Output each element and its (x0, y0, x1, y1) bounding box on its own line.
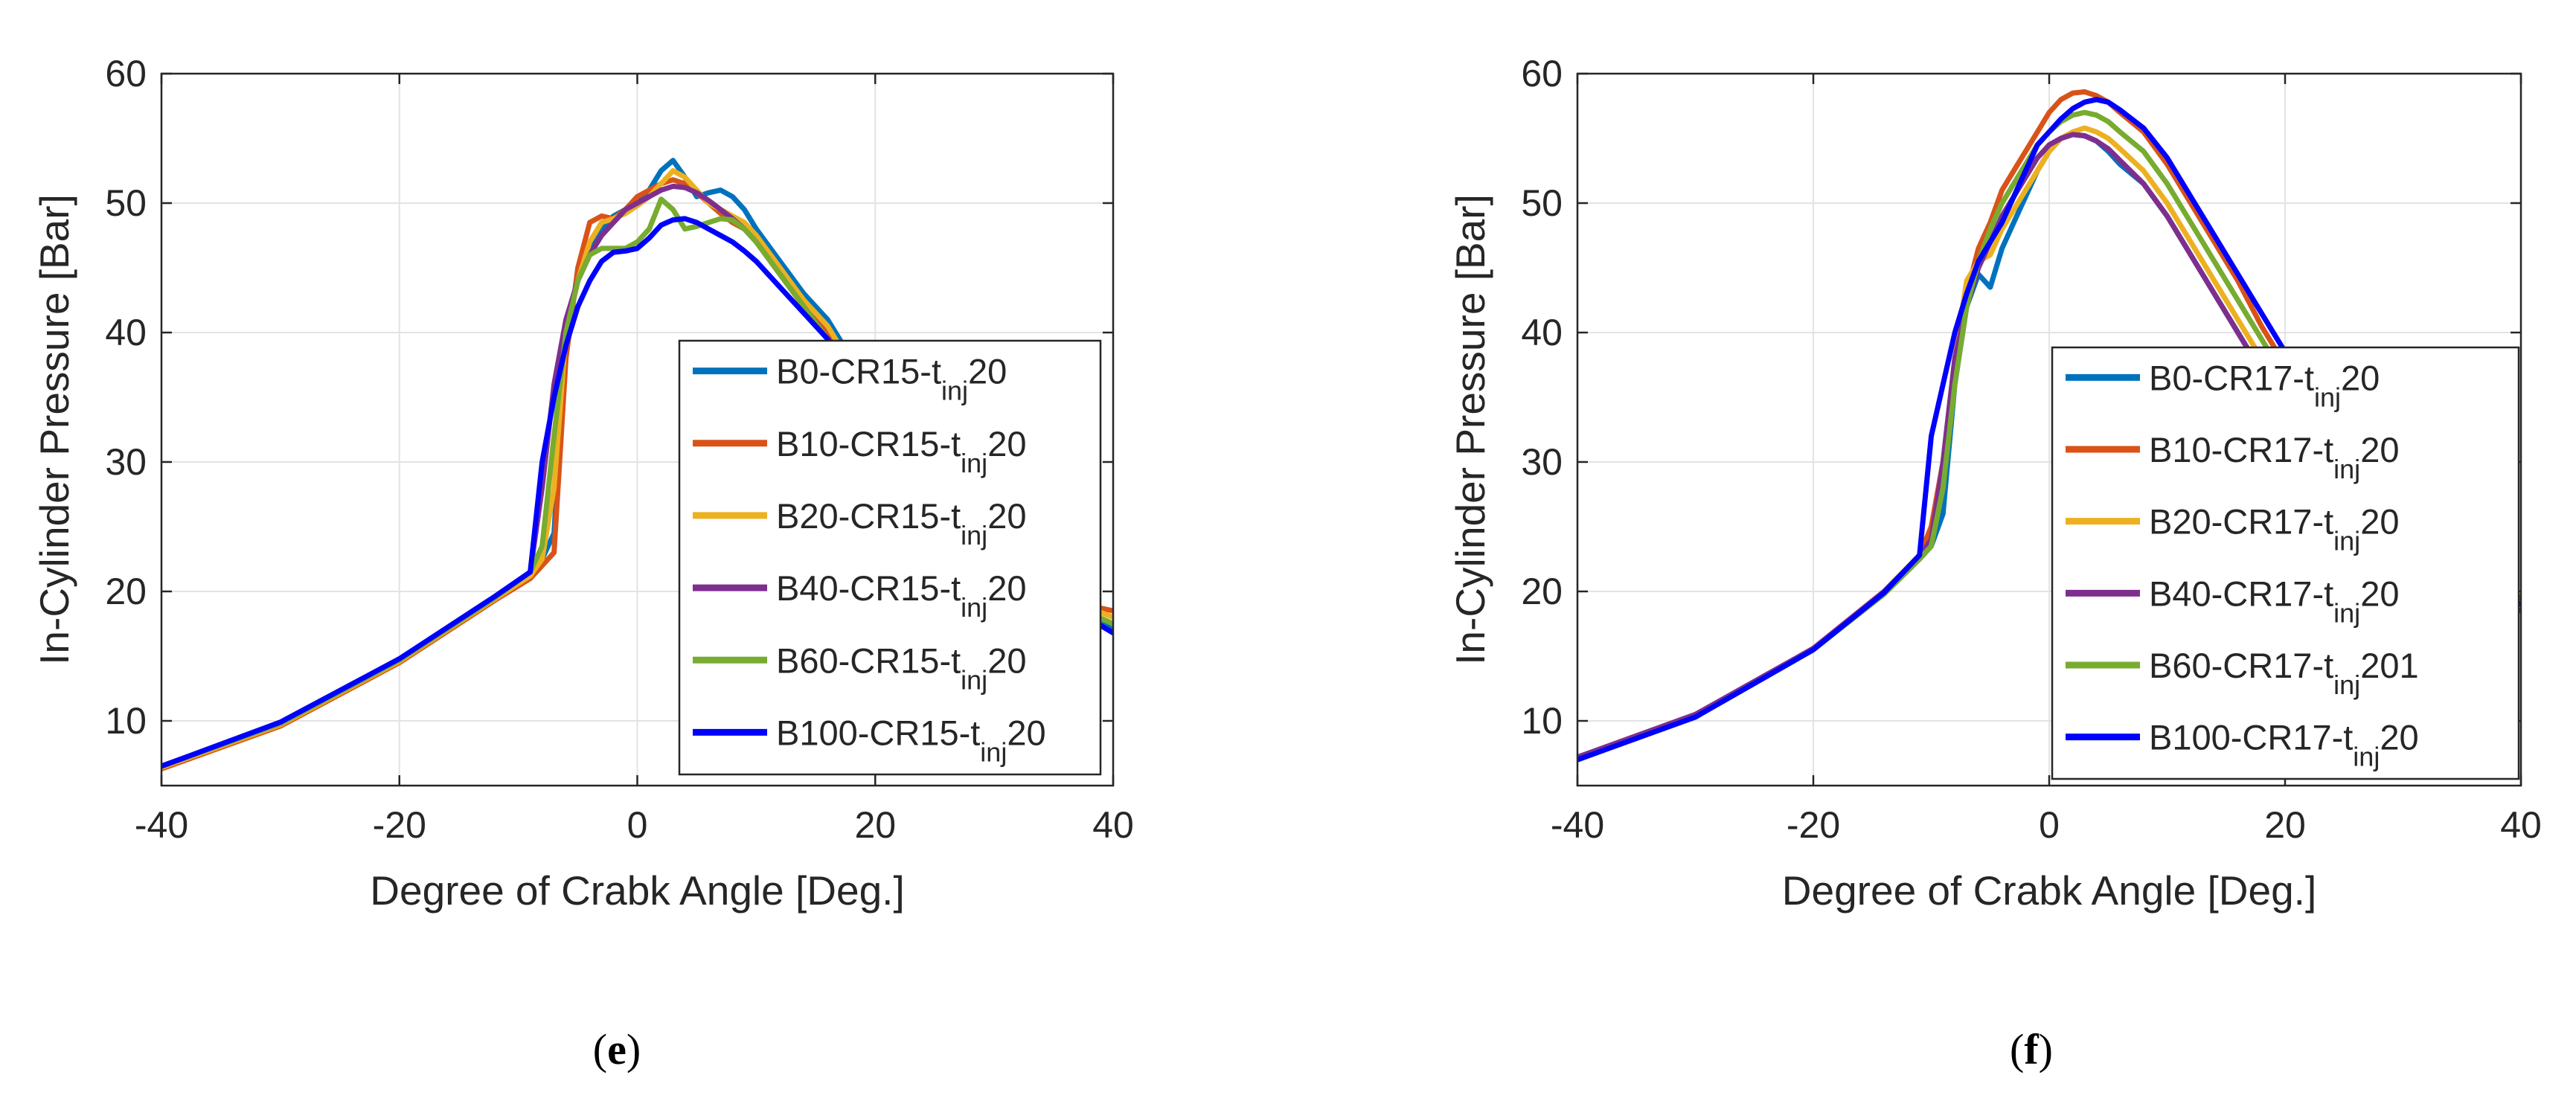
caption-paren-close: ) (2039, 1025, 2053, 1073)
legend-name: B0-CR17-t (2149, 358, 2314, 397)
legend-subscript: inj (941, 376, 968, 406)
legend-entry: B100-CR15-tinj20 (776, 713, 1046, 767)
legend-name: B40-CR15-t (776, 568, 961, 608)
legend-suffix: 20 (987, 641, 1026, 680)
caption-paren-open: ( (593, 1025, 607, 1073)
legend-name: B0-CR15-t (776, 352, 941, 391)
legend-subscript: inj (980, 736, 1007, 767)
caption-paren-open: ( (2010, 1025, 2024, 1073)
y-tick-label: 60 (105, 53, 147, 94)
legend: B0-CR17-tinj20B10-CR17-tinj20B20-CR17-ti… (2051, 346, 2520, 780)
panel-caption-e: (e) (593, 1025, 641, 1073)
legend-entry: B60-CR15-tinj20 (776, 641, 1026, 695)
y-tick-label: 30 (1521, 441, 1563, 483)
x-tick-label: 20 (854, 804, 896, 846)
y-tick-label: 40 (1521, 312, 1563, 353)
legend-subscript: inj (2333, 670, 2360, 700)
legend-name: B40-CR17-t (2149, 574, 2333, 613)
legend-subscript: inj (2333, 597, 2360, 628)
legend-name: B20-CR15-t (776, 496, 961, 536)
legend-entry: B40-CR15-tinj20 (776, 568, 1026, 623)
legend-entry: B10-CR17-tinj20 (2149, 430, 2399, 484)
legend-subscript: inj (2314, 382, 2341, 412)
panel-caption-f: (f) (2010, 1025, 2053, 1073)
series-line-b100-cr17-t20 (1577, 97, 2521, 763)
caption-letter: f (2024, 1025, 2039, 1073)
chart-panel-e: -40 -20 0 20 40 10 20 30 40 50 60 Degree of Crabk A… (31, 53, 1134, 1073)
legend-name: B100-CR15-t (776, 713, 980, 752)
legend-subscript: inj (961, 592, 987, 623)
x-tick-label: 0 (2039, 804, 2060, 846)
caption-letter: e (607, 1025, 627, 1073)
legend-suffix: 20 (968, 352, 1007, 391)
legend-subscript: inj (961, 664, 987, 695)
legend-box (2051, 346, 2520, 780)
legend-subscript: inj (961, 520, 987, 551)
x-tick-label: -40 (135, 804, 188, 846)
caption-paren-close: ) (627, 1025, 641, 1073)
legend: B0-CR15-tinj20B10-CR15-tinj20B20-CR15-ti… (678, 339, 1102, 776)
x-axis-label: Degree of Crabk Angle [Deg.] (1782, 867, 2316, 914)
x-tick-label: -20 (1787, 804, 1840, 846)
legend-entry: B60-CR17-tinj201 (2149, 646, 2419, 700)
y-tick-label: 20 (1521, 571, 1563, 612)
legend-suffix: 20 (2360, 502, 2399, 542)
legend-subscript: inj (961, 448, 987, 478)
legend-name: B100-CR17-t (2149, 718, 2353, 757)
legend-suffix: 20 (987, 496, 1026, 536)
legend-name: B60-CR17-t (2149, 646, 2333, 685)
legend-suffix: 201 (2360, 646, 2418, 685)
legend-suffix: 20 (1007, 713, 1045, 752)
legend-subscript: inj (2333, 454, 2360, 484)
y-axis-label: In-Cylinder Pressure [Bar] (31, 194, 77, 665)
legend-entry: B20-CR15-tinj20 (776, 496, 1026, 551)
x-tick-label: -20 (373, 804, 426, 846)
legend-suffix: 20 (2360, 574, 2399, 613)
legend-suffix: 20 (987, 424, 1026, 463)
legend-name: B10-CR17-t (2149, 430, 2333, 469)
x-tick-label: 0 (627, 804, 648, 846)
y-tick-label: 10 (1521, 700, 1563, 742)
legend-suffix: 20 (2360, 430, 2399, 469)
y-tick-label: 30 (105, 441, 147, 483)
legend-name: B60-CR15-t (776, 641, 961, 680)
chart-panel-f: -40 -20 0 20 40 10 20 30 40 50 60 Degree of Crabk A… (1447, 53, 2542, 1073)
legend-entry: B10-CR15-tinj20 (776, 424, 1026, 478)
legend-subscript: inj (2333, 526, 2360, 556)
x-axis-label: Degree of Crabk Angle [Deg.] (370, 867, 904, 914)
x-tick-label: -40 (1551, 804, 1604, 846)
legend-name: B10-CR15-t (776, 424, 961, 463)
legend-subscript: inj (2353, 742, 2380, 772)
y-tick-label: 60 (1521, 53, 1563, 94)
legend-box (678, 339, 1102, 776)
x-tick-label: 40 (2500, 804, 2542, 846)
legend-entry: B20-CR17-tinj20 (2149, 502, 2399, 556)
legend-entry: B100-CR17-tinj20 (2149, 718, 2419, 772)
legend-name: B20-CR17-t (2149, 502, 2333, 542)
y-tick-label: 20 (105, 571, 147, 612)
legend-suffix: 20 (987, 568, 1026, 608)
y-tick-label: 40 (105, 312, 147, 353)
legend-suffix: 20 (2380, 718, 2418, 757)
legend-entry: B0-CR17-tinj20 (2149, 358, 2380, 412)
x-tick-label: 20 (2264, 804, 2306, 846)
legend-entry: B40-CR17-tinj20 (2149, 574, 2399, 628)
y-axis-label: In-Cylinder Pressure [Bar] (1447, 194, 1493, 665)
y-tick-label: 50 (105, 182, 147, 224)
x-tick-label: 40 (1092, 804, 1134, 846)
y-tick-label: 10 (105, 700, 147, 742)
legend-suffix: 20 (2341, 358, 2380, 397)
y-tick-label: 50 (1521, 182, 1563, 224)
legend-entry: B0-CR15-tinj20 (776, 352, 1007, 406)
